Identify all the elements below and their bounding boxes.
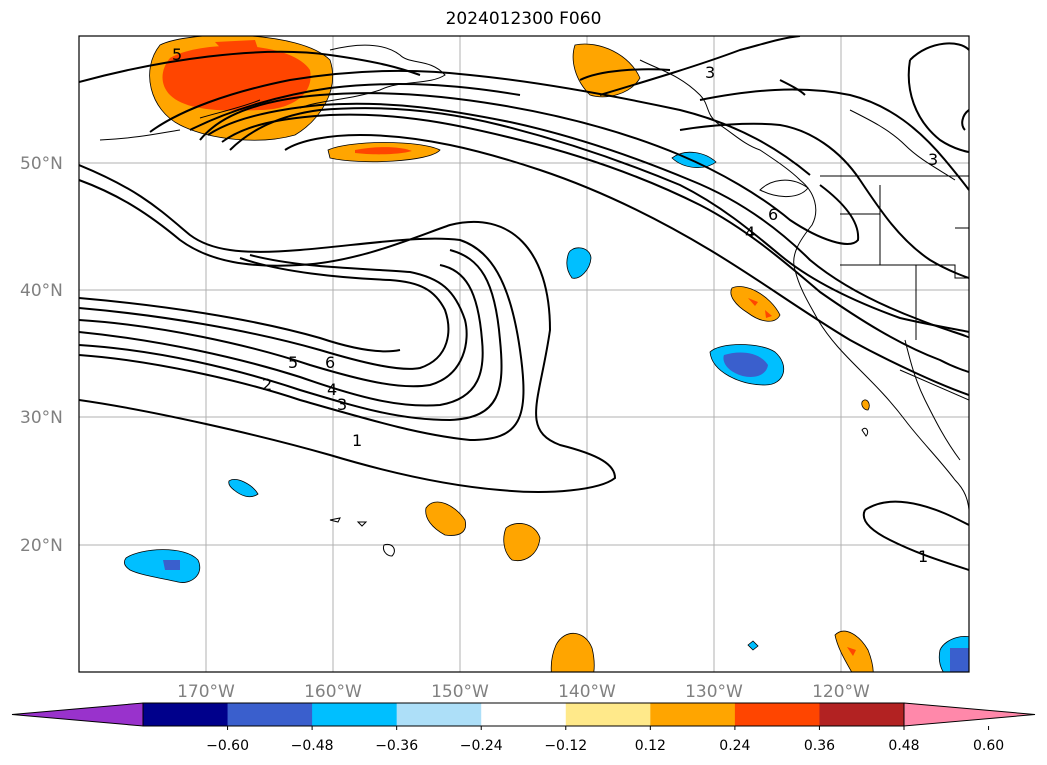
lon-label-160w: 160°W [304, 682, 362, 702]
shaded-anomalies [123, 36, 969, 672]
colorbar-cell [565, 703, 651, 726]
map-area: 5 3 3 6 4 5 6 2 4 3 1 1 [79, 36, 969, 672]
contour-label-3-top: 3 [705, 63, 715, 82]
colorbar-tick-label: −0.48 [291, 738, 334, 754]
latitude-labels: 50°N 40°N 30°N 20°N [20, 154, 63, 556]
map-title: 2024012300 F060 [445, 9, 602, 29]
contour-label-3-right: 3 [928, 150, 938, 169]
lon-label-130w: 130°W [685, 682, 743, 702]
colorbar-cell [143, 703, 229, 726]
colorbar-tick-label: −0.24 [460, 738, 503, 754]
colorbar-tick-label: 0.36 [804, 738, 835, 754]
contour-lines [79, 36, 969, 571]
contour-label-1-right: 1 [918, 547, 928, 566]
contour-label-6-right: 6 [768, 205, 778, 224]
political-borders [820, 109, 969, 401]
contour-labels: 5 3 3 6 4 5 6 2 4 3 1 1 [172, 45, 938, 566]
lat-label-50n: 50°N [20, 154, 63, 174]
contour-label-3: 3 [337, 395, 347, 414]
contour-label-4: 4 [327, 380, 337, 399]
colorbar-cell [312, 703, 398, 726]
contour-label-2: 2 [262, 375, 272, 394]
contour-label-1: 1 [352, 431, 362, 450]
longitude-labels: 170°W 160°W 150°W 140°W 130°W 120°W [177, 682, 870, 702]
lon-label-140w: 140°W [558, 682, 616, 702]
colorbar-tick-label: 0.12 [635, 738, 666, 754]
lat-label-40n: 40°N [20, 281, 63, 301]
colorbar-extend-high [904, 703, 1035, 726]
colorbar-cell [734, 703, 820, 726]
colorbar-tick-label: −0.36 [375, 738, 418, 754]
contour-label-5: 5 [288, 353, 298, 372]
colorbar-tick-label: 0.60 [973, 738, 1004, 754]
contour-label-4-right: 4 [745, 223, 755, 242]
colorbar: −0.60 −0.48 −0.36 −0.24 −0.12 0.12 0.24 0.36 0.4… [11, 702, 1036, 754]
colorbar-cell [819, 703, 905, 726]
lat-label-20n: 20°N [20, 536, 63, 556]
colorbar-tick-label: 0.24 [719, 738, 750, 754]
colorbar-tick-label: −0.60 [206, 738, 249, 754]
contour-label-6: 6 [325, 353, 335, 372]
lat-label-30n: 30°N [20, 408, 63, 428]
colorbar-tick-label: 0.48 [888, 738, 919, 754]
colorbar-cell [481, 703, 567, 726]
lon-label-120w: 120°W [812, 682, 870, 702]
colorbar-tick-label: −0.12 [544, 738, 587, 754]
map-frame [78, 35, 970, 673]
lon-label-170w: 170°W [177, 682, 235, 702]
colorbar-cell [396, 703, 482, 726]
colorbar-extend-low [12, 703, 143, 726]
colorbar-outline [142, 702, 905, 727]
colorbar-cell [650, 703, 736, 726]
colorbar-cell [227, 703, 313, 726]
lon-label-150w: 150°W [431, 682, 489, 702]
contour-label-5-top: 5 [172, 45, 182, 64]
